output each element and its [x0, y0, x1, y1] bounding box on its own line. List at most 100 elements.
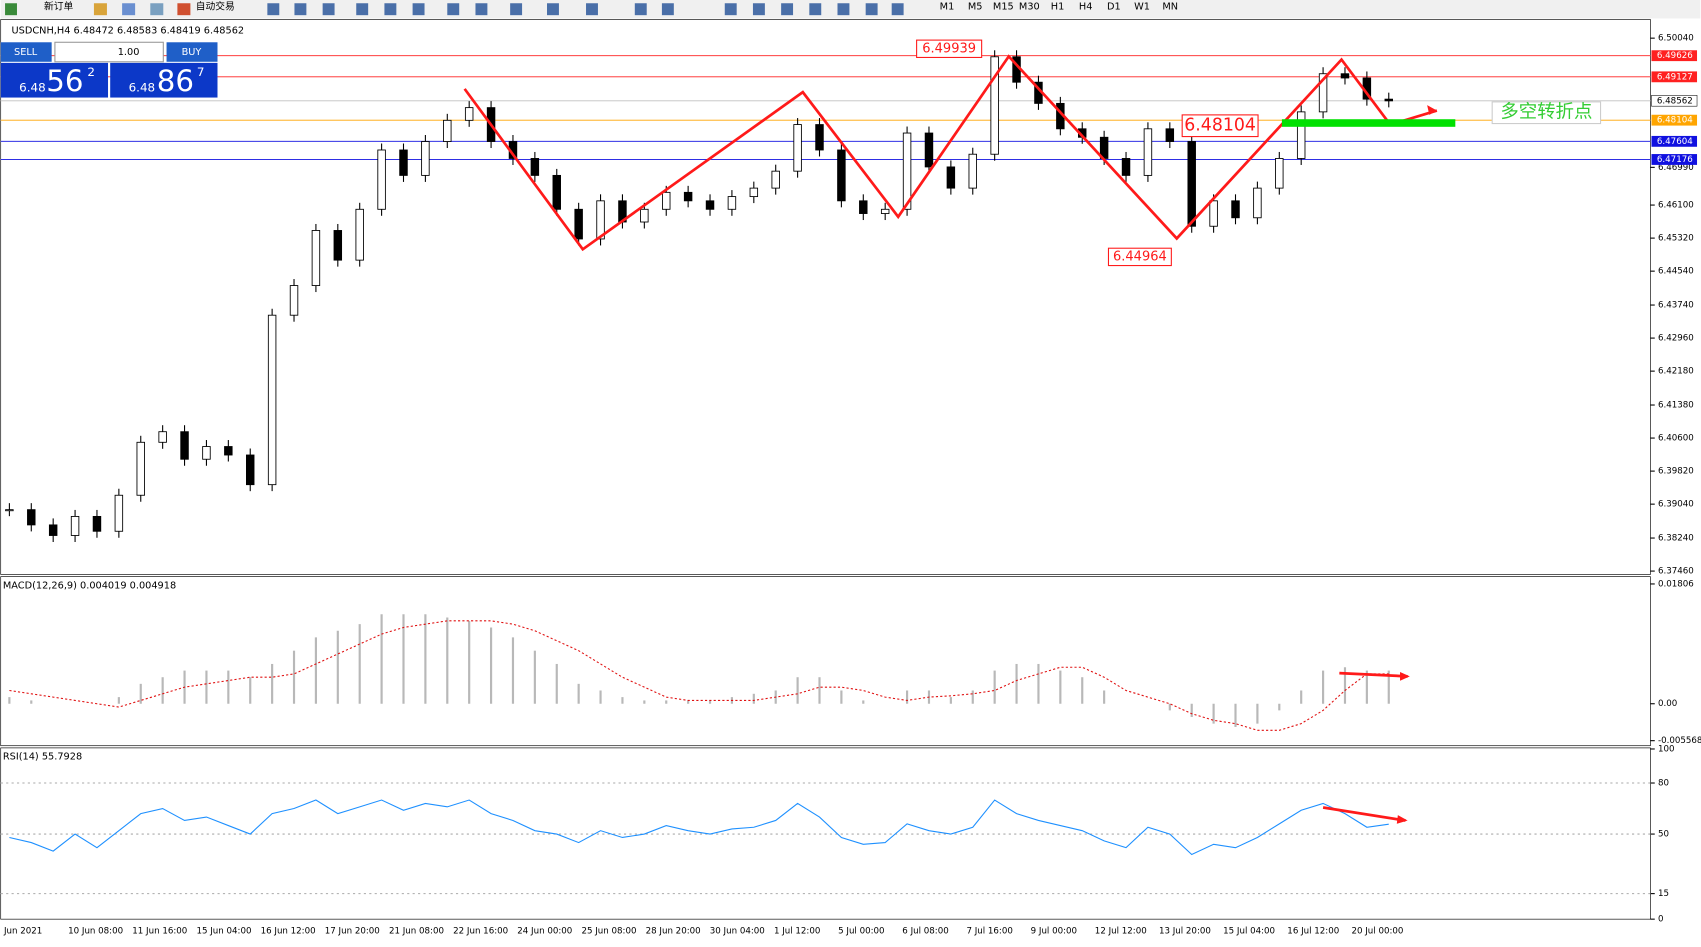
buy-label[interactable]: BUY — [182, 47, 202, 58]
tool-icon[interactable] — [412, 3, 425, 16]
candle — [1187, 141, 1196, 227]
x-tick-label: 21 Jun 08:00 — [389, 927, 444, 937]
macd-signal — [9, 620, 1389, 731]
candle — [48, 524, 58, 536]
x-tick-label: 11 Jun 16:00 — [132, 927, 187, 937]
tool-icon[interactable] — [322, 3, 335, 16]
tool-icon[interactable] — [267, 3, 280, 16]
buy-price-box[interactable] — [110, 62, 218, 98]
macd-panel — [0, 576, 1651, 747]
y-tick-label: 6.44540 — [1658, 267, 1694, 277]
y-tick-label: 6.39040 — [1658, 500, 1694, 510]
buy-price-frac: 7 — [197, 65, 205, 79]
level-label: 6.49127 — [1657, 72, 1693, 82]
level-tag — [1651, 95, 1698, 107]
candle — [202, 446, 211, 460]
rsi-line — [9, 799, 1389, 856]
new-order-icon[interactable] — [5, 3, 17, 16]
timeframe[interactable]: MN — [1162, 2, 1178, 13]
candle — [880, 208, 890, 214]
tool-icon[interactable] — [837, 3, 850, 16]
timeframe[interactable]: D1 — [1107, 2, 1121, 13]
tool-icon[interactable] — [93, 3, 107, 16]
tool-icon[interactable] — [122, 3, 136, 16]
tool-icon[interactable] — [661, 3, 674, 16]
timeframe[interactable]: W1 — [1134, 2, 1150, 13]
level-label: 6.48104 — [1657, 116, 1693, 126]
tool-icon[interactable] — [547, 3, 559, 16]
volume-input[interactable] — [54, 41, 164, 63]
y-tick-label: 0 — [1658, 915, 1664, 925]
tool-icon[interactable] — [510, 3, 523, 16]
arrow-head — [1427, 105, 1437, 115]
tool-icon[interactable] — [294, 3, 307, 16]
sell-price-box[interactable] — [0, 62, 109, 98]
x-tick-label: 22 Jun 16:00 — [453, 927, 508, 937]
buy-price-big: 6.48 — [129, 80, 156, 94]
macd-label: MACD(12,26,9) 0.004019 0.004918 — [3, 580, 176, 591]
tool-icon[interactable] — [384, 3, 397, 16]
candle — [1209, 200, 1218, 227]
candle — [1384, 98, 1393, 102]
candle — [990, 56, 999, 155]
tool-icon[interactable] — [891, 3, 904, 16]
tool-icon[interactable] — [634, 3, 647, 16]
arrow-head — [1400, 672, 1410, 681]
annotation-box — [1491, 101, 1602, 125]
candle — [443, 119, 452, 142]
timeframe[interactable]: H4 — [1079, 2, 1093, 13]
auto-trading[interactable]: 自动交易 — [196, 0, 235, 13]
tool-icon[interactable] — [809, 3, 822, 16]
new-order[interactable]: 新订单 — [44, 0, 73, 13]
tool-icon[interactable] — [586, 3, 598, 16]
tool-icon[interactable] — [752, 3, 765, 16]
buy-button[interactable] — [166, 42, 218, 62]
tool-icon[interactable] — [447, 3, 460, 16]
timeframe[interactable]: M1 — [940, 2, 955, 13]
sell-label[interactable]: SELL — [14, 47, 38, 58]
candle — [640, 208, 649, 223]
x-tick-label: 12 Jul 12:00 — [1095, 927, 1147, 937]
x-tick-label: 1 Jul 12:00 — [774, 927, 820, 937]
y-tick-label: 6.42180 — [1658, 367, 1694, 377]
y-tick-label: 50 — [1658, 830, 1669, 840]
tool-icon[interactable] — [865, 3, 878, 16]
candle — [574, 208, 583, 240]
timeframe[interactable]: M30 — [1019, 2, 1040, 13]
tool-icon[interactable] — [724, 3, 737, 16]
zigzag — [463, 54, 1438, 252]
tool-icon[interactable] — [356, 3, 369, 16]
timeframe[interactable]: M5 — [968, 2, 983, 13]
y-tick-label: 15 — [1658, 889, 1669, 899]
candle — [27, 509, 36, 526]
x-tick-label: 16 Jul 12:00 — [1287, 927, 1339, 937]
candle — [289, 285, 299, 316]
arrow-head — [1396, 815, 1408, 824]
candle — [1165, 128, 1175, 142]
volume[interactable]: 1.00 — [118, 47, 140, 58]
support-zone — [1281, 119, 1456, 127]
candle — [1296, 111, 1306, 159]
x-tick-label: 30 Jun 04:00 — [710, 927, 765, 937]
y-tick-label: 0.00 — [1658, 699, 1677, 709]
timeframe[interactable]: M15 — [993, 2, 1014, 13]
timeframe[interactable]: H1 — [1051, 2, 1065, 13]
tool-icon[interactable] — [475, 3, 488, 16]
x-tick-label: 17 Jun 20:00 — [325, 927, 380, 937]
y-tick-label: 0.01806 — [1658, 579, 1694, 589]
sell-button[interactable] — [0, 42, 52, 62]
x-tick-label: 6 Jul 08:00 — [902, 927, 948, 937]
candle — [267, 314, 277, 486]
auto-trading-icon[interactable] — [177, 3, 191, 16]
x-tick-label: 16 Jun 12:00 — [261, 927, 316, 937]
rsi-label: RSI(14) 55.7928 — [3, 752, 82, 763]
candle — [5, 509, 14, 512]
level-tag — [1651, 114, 1698, 126]
arrow — [1322, 806, 1406, 822]
y-tick-label: 6.41380 — [1658, 401, 1694, 411]
tool-icon[interactable] — [781, 3, 794, 16]
candle — [1275, 158, 1284, 189]
sell-price-frac: 2 — [87, 65, 95, 79]
tool-icon[interactable] — [150, 3, 164, 16]
